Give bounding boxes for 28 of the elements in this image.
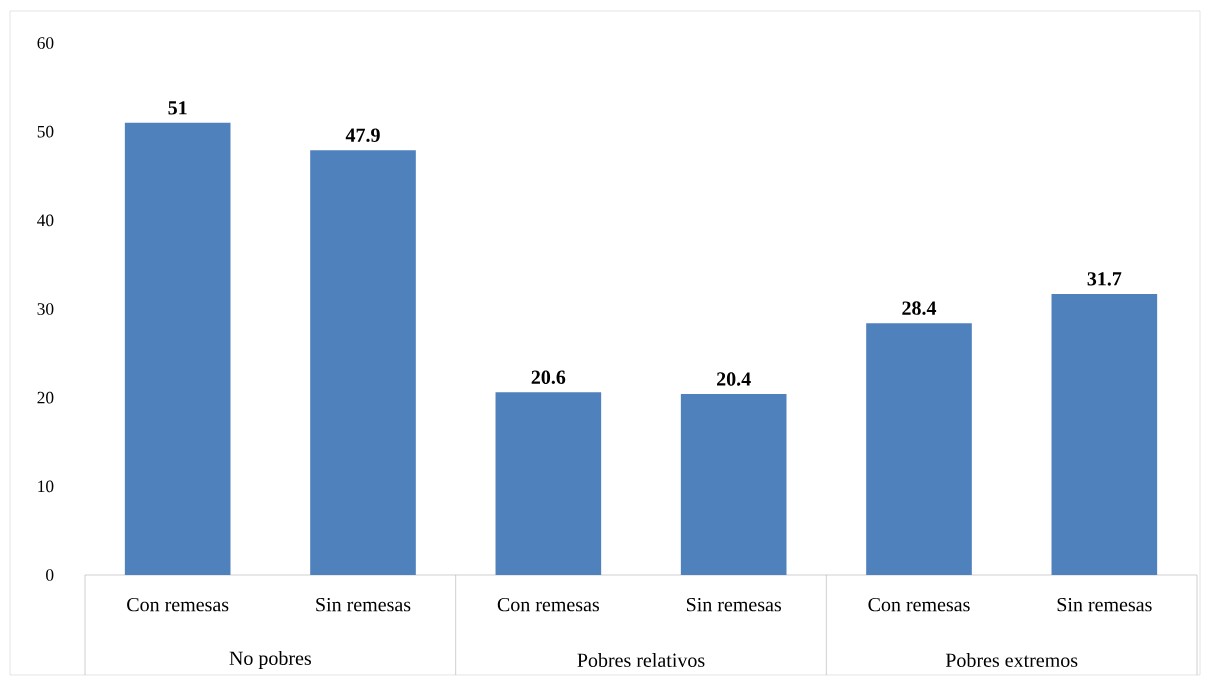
x-tick-label: Con remesas (868, 597, 970, 612)
y-tick-label: 20 (37, 391, 54, 404)
text: Pobres relativos (577, 652, 705, 668)
text: Pobres extremos (945, 652, 1078, 668)
data-label: 28.4 (902, 301, 937, 315)
y-tick-label: 30 (37, 303, 54, 315)
bar (1051, 293, 1158, 575)
y-tick-label: 0 (46, 569, 54, 581)
x-tick-label: Sin remesas (316, 597, 411, 612)
data-label: 20.4 (717, 372, 751, 386)
data-label: 47.9 (345, 128, 380, 143)
bar (680, 394, 787, 575)
bar (124, 122, 231, 575)
y-tick-label: 40 (37, 214, 54, 227)
x-tick-label: Con remesas (497, 597, 599, 612)
bar (495, 392, 602, 575)
data-label: 31.7 (1087, 272, 1122, 286)
x-tick-label: Sin remesas (686, 597, 781, 612)
data-label: 51 (168, 101, 187, 115)
x-tick-label: Sin remesas (1057, 597, 1152, 612)
bar (866, 323, 972, 575)
x-tick-label: Con remesas (127, 597, 229, 612)
y-tick-label: 50 (37, 125, 54, 138)
y-tick-label: 10 (38, 480, 54, 493)
bar (310, 150, 416, 575)
text: No pobres (229, 650, 311, 670)
data-label: 20.6 (531, 370, 566, 385)
y-tick-label: 60 (37, 37, 54, 49)
